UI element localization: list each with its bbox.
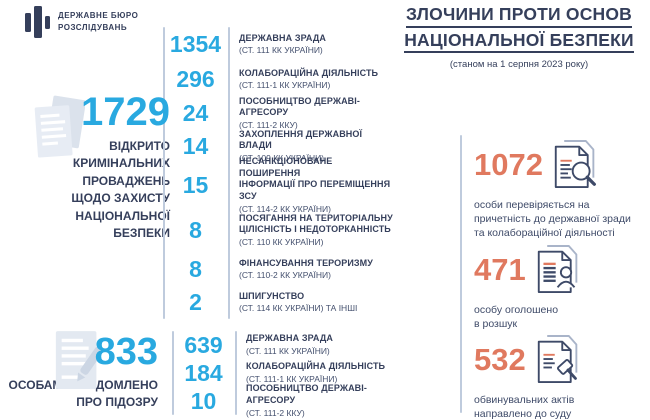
suspicions-summary: 833 ОСОБАМ ПОВІДОМЛЕНО ПРО ПІДОЗРУ <box>0 329 158 412</box>
row-value: 296 <box>176 66 215 92</box>
stat-value: 471 <box>474 252 526 287</box>
list-row: 184 КОЛАБОРАЦІЙНА ДІЯЛЬНІСТЬ (СТ. 111-1 К… <box>172 359 398 387</box>
row-name: ШПИГУНСТВО <box>239 290 305 301</box>
row-value: 24 <box>182 100 209 126</box>
row-name: КОЛАБОРАЦІЙНА ДІЯЛЬНІСТЬ <box>239 67 379 78</box>
divider-line <box>460 135 462 413</box>
row-value: 639 <box>184 331 223 358</box>
list-row: 296 КОЛАБОРАЦІЙНА ДІЯЛЬНІСТЬ (СТ. 111-1 К… <box>163 62 395 97</box>
row-name: ЗАХОПЛЕННЯ ДЕРЖАВНОЇ ВЛАДИ <box>239 128 363 151</box>
page-title-line1: ЗЛОЧИНИ ПРОТИ ОСНОВ <box>405 5 633 28</box>
dbr-bars-icon <box>25 6 50 38</box>
documents-stack-icon <box>34 95 85 158</box>
stat-item-indictments: 532 обвинувальних актів направлено до су… <box>474 333 582 420</box>
dbr-logo-line1: ДЕРЖАВНЕ БЮРО <box>58 11 139 21</box>
row-article: (СТ. 110 КК УКРАЇНИ) <box>239 237 324 248</box>
list-row: 8 ФІНАНСУВАННЯ ТЕРОРИЗМУ (СТ. 110-2 КК УК… <box>163 253 395 286</box>
page-title-line2: НАЦІОНАЛЬНОЇ БЕЗПЕКИ <box>404 31 634 53</box>
row-name: ПОСОБНИЦТВО ДЕРЖАВІ-АГРЕСОРУ <box>239 95 360 118</box>
row-name: ФІНАНСУВАННЯ ТЕРОРИЗМУ <box>239 257 373 268</box>
list-row: 8 ПОСЯГАННЯ НА ТЕРИТОРІАЛЬНУ ЦІЛІСНІСТЬ … <box>163 208 395 253</box>
list-row: 14 ЗАХОПЛЕННЯ ДЕРЖАВНОЇ ВЛАДИ (СТ. 109 КК… <box>163 128 395 164</box>
row-name: ДЕРЖАВНА ЗРАДА <box>246 333 333 344</box>
document-gavel-icon <box>537 335 578 383</box>
document-signing-icon <box>55 331 103 389</box>
divider-line <box>172 331 174 415</box>
row-article: (СТ. 111-2 ККУ) <box>246 407 305 418</box>
row-name: ДЕРЖАВНА ЗРАДА <box>239 32 326 43</box>
proceedings-summary: 1729 ВІДКРИТО КРИМІНАЛЬНИХ ПРОВАДЖЕНЬ ЩО… <box>0 92 170 242</box>
row-name: НЕСАНКЦІОНОВАНЕ ПОШИРЕННЯ ІНФОРМАЦІЇ ПРО… <box>239 156 391 202</box>
header: ЗЛОЧИНИ ПРОТИ ОСНОВ НАЦІОНАЛЬНОЇ БЕЗПЕКИ… <box>394 5 644 70</box>
row-value: 2 <box>189 289 202 315</box>
row-article: (СТ. 110-2 КК УКРАЇНИ) <box>239 270 331 281</box>
stat-label: обвинувальних актів направлено до суду <box>474 394 575 420</box>
row-article: (СТ. 109 КК УКРАЇНИ) <box>239 153 325 164</box>
divider-line <box>235 331 237 415</box>
row-value: 184 <box>184 359 223 386</box>
proceedings-total: 1729 <box>81 90 170 134</box>
dbr-logo-text: ДЕРЖАВНЕ БЮРО РОЗСЛІДУВАНЬ <box>58 10 138 33</box>
row-value: 14 <box>182 133 209 159</box>
row-article: (СТ. 114 КК УКРАЇНИ) ТА ІНШІ <box>239 303 358 314</box>
stat-item-wanted-persons: 471 особу оголошено в розшук <box>474 243 582 331</box>
row-name: КОЛАБОРАЦІЙНА ДІЯЛЬНІСТЬ <box>246 361 386 372</box>
document-magnifier-icon <box>554 140 596 188</box>
list-row: 1354 ДЕРЖАВНА ЗРАДА (СТ. 111 КК УКРАЇНИ) <box>163 27 395 62</box>
document-person-icon <box>537 245 578 293</box>
row-article: (СТ. 111 КК УКРАЇНИ) <box>239 45 323 56</box>
row-article: (СТ. 111-1 КК УКРАЇНИ) <box>239 80 331 91</box>
divider-line <box>163 27 165 319</box>
list-row: 15 НЕСАНКЦІОНОВАНЕ ПОШИРЕННЯ ІНФОРМАЦІЇ … <box>163 156 395 214</box>
row-value: 8 <box>189 256 202 282</box>
proceedings-label: ВІДКРИТО КРИМІНАЛЬНИХ ПРОВАДЖЕНЬ ЩОДО ЗА… <box>71 139 170 240</box>
list-row: 24 ПОСОБНИЦТВО ДЕРЖАВІ-АГРЕСОРУ (СТ. 111-… <box>163 95 395 131</box>
proceedings-list: 1354 ДЕРЖАВНА ЗРАДА (СТ. 111 КК УКРАЇНИ) … <box>163 27 395 319</box>
dbr-logo: ДЕРЖАВНЕ БЮРО РОЗСЛІДУВАНЬ <box>25 5 138 39</box>
stat-label: особу оголошено в розшук <box>474 304 559 331</box>
stat-value: 1072 <box>474 147 543 182</box>
suspicions-list: 639 ДЕРЖАВНА ЗРАДА (СТ. 111 КК УКРАЇНИ) 1… <box>172 331 398 418</box>
suspicions-total: 833 <box>94 331 158 373</box>
row-value: 10 <box>190 387 217 414</box>
list-row: 639 ДЕРЖАВНА ЗРАДА (СТ. 111 КК УКРАЇНИ) <box>172 331 398 359</box>
stat-label: особи перевіряється на причетність до де… <box>474 199 631 240</box>
row-value: 1354 <box>169 31 222 57</box>
divider-line <box>228 27 230 319</box>
row-article: (СТ. 111 КК УКРАЇНИ) <box>246 345 330 356</box>
stat-value: 532 <box>474 342 526 377</box>
row-name: ПОСОБНИЦТВО ДЕРЖАВІ-АГРЕСОРУ <box>246 383 367 405</box>
list-row: 2 ШПИГУНСТВО (СТ. 114 КК УКРАЇНИ) ТА ІНШІ <box>163 286 395 319</box>
row-article: (СТ. 111-2 ККУ) <box>239 120 298 131</box>
stat-item-checked-persons: 1072 особи перевіряється на причетність … <box>474 138 631 241</box>
row-name: ПОСЯГАННЯ НА ТЕРИТОРІАЛЬНУ ЦІЛІСНІСТЬ І … <box>239 212 393 235</box>
page-subtitle: (станом на 1 серпня 2023 року) <box>449 59 589 70</box>
row-article: (СТ. 111-1 КК УКРАЇНИ) <box>246 373 338 384</box>
row-article: (СТ. 114-2 КК УКРАЇНИ) <box>239 203 331 214</box>
list-row: 10 ПОСОБНИЦТВО ДЕРЖАВІ-АГРЕСОРУ (СТ. 111-… <box>172 383 398 417</box>
right-stats: 1072 особи перевіряється на причетність … <box>460 135 648 420</box>
row-value: 8 <box>189 217 202 243</box>
dbr-logo-line2: РОЗСЛІДУВАНЬ <box>58 23 128 32</box>
row-value: 15 <box>182 172 209 198</box>
